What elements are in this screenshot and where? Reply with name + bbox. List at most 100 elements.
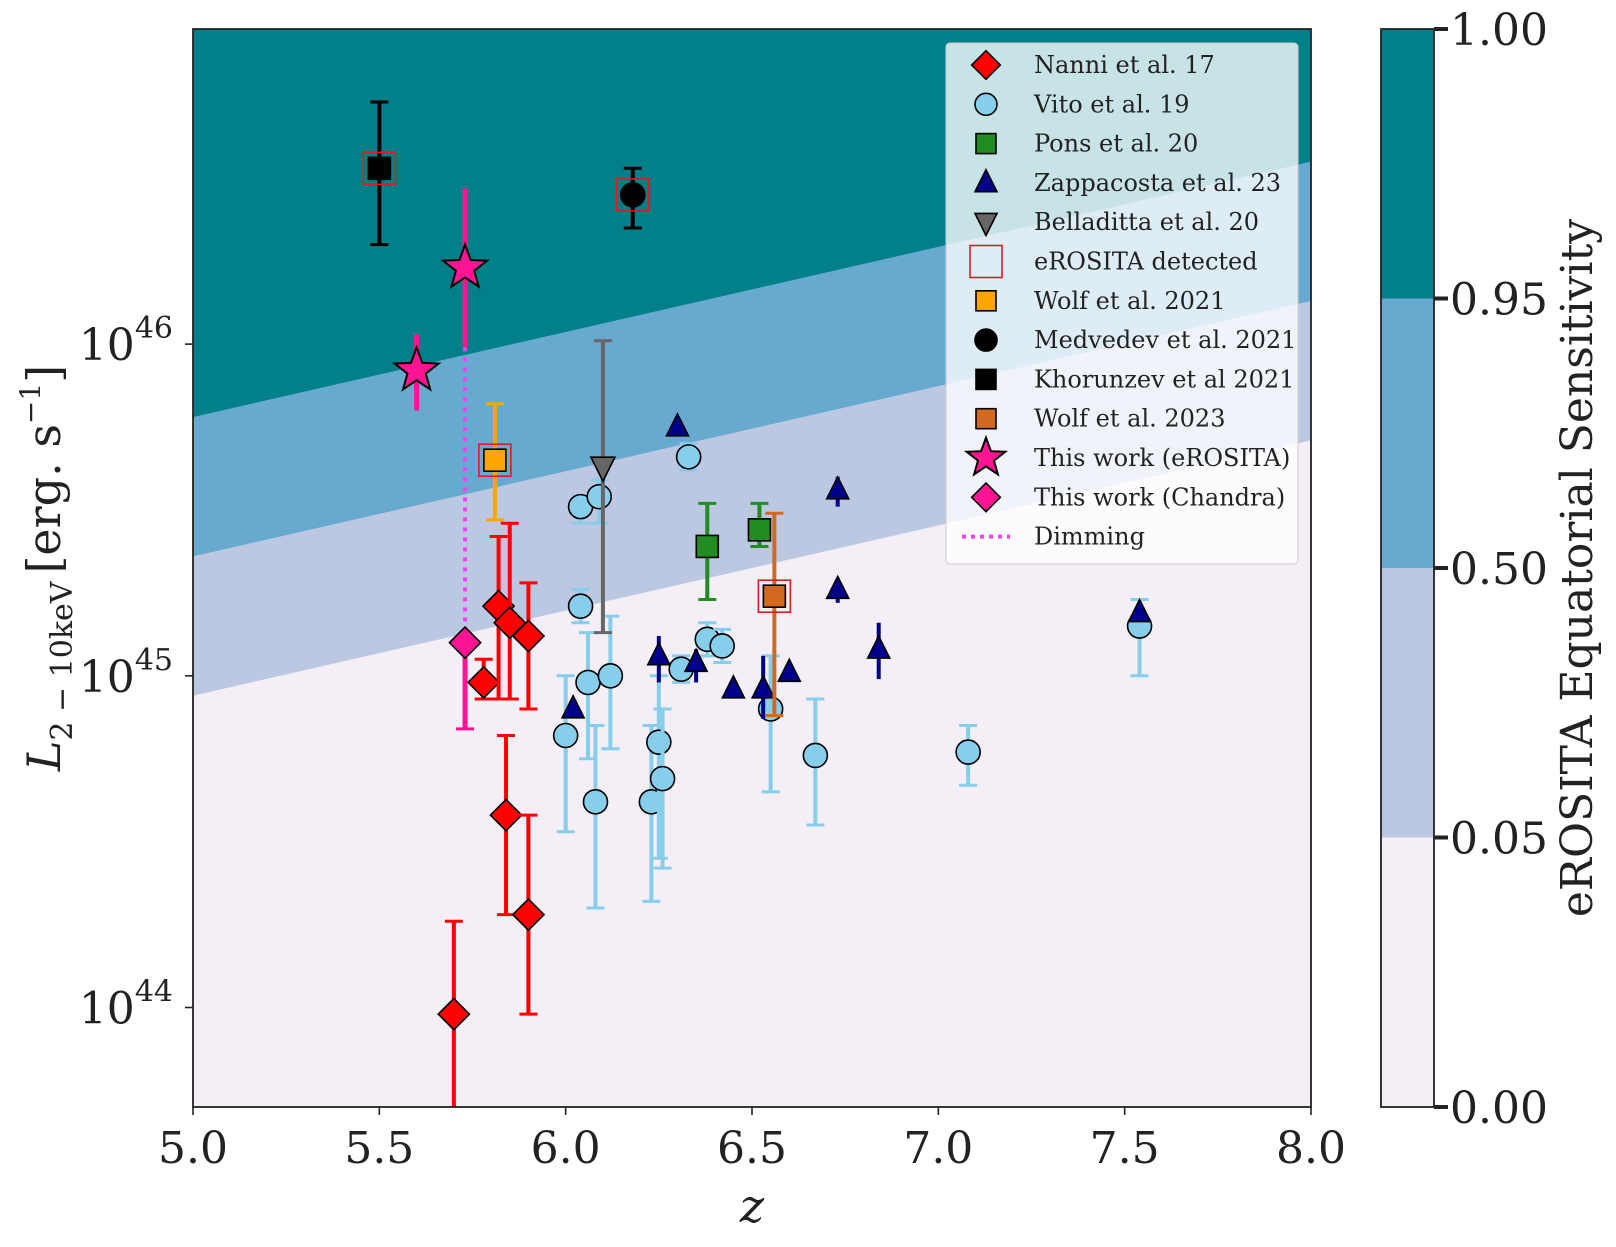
data-point bbox=[440, 241, 490, 289]
x-axis-label: z bbox=[739, 1179, 765, 1233]
colorbar-tick-label: 0.05 bbox=[1450, 814, 1548, 865]
legend-label: Zappacosta et al. 23 bbox=[1034, 169, 1281, 197]
data-point bbox=[575, 669, 601, 696]
data-point bbox=[466, 665, 501, 700]
legend-label: Wolf et al. 2021 bbox=[1034, 287, 1225, 315]
legend-label: Pons et al. 20 bbox=[1034, 130, 1198, 158]
x-tick-label: 6.5 bbox=[717, 1123, 787, 1174]
x-tick-label: 6.0 bbox=[531, 1123, 601, 1174]
series-this-work-erosita- bbox=[391, 188, 490, 411]
colorbar: 0.00 0.05 0.50 0.95 1.00 bbox=[1380, 5, 1548, 1134]
data-point bbox=[589, 456, 617, 484]
data-point bbox=[866, 634, 892, 659]
series-khorunzev-et-al-2021 bbox=[362, 100, 397, 247]
legend-entry: Medvedev et al. 2021 bbox=[974, 326, 1296, 354]
legend-marker bbox=[970, 481, 1002, 513]
y-tick-label: 1045 bbox=[79, 643, 173, 703]
legend-box bbox=[945, 42, 1299, 565]
x-tick-label: 7.5 bbox=[1090, 1123, 1160, 1174]
y-axis-ticks: 1044 1045 1046 bbox=[79, 311, 193, 1034]
legend-label: Vito et al. 19 bbox=[1033, 90, 1190, 118]
data-point bbox=[489, 798, 523, 832]
legend-entry: Wolf et al. 2021 bbox=[975, 287, 1225, 315]
data-point bbox=[567, 593, 594, 619]
legend-marker bbox=[975, 407, 997, 430]
legend-label: Medvedev et al. 2021 bbox=[1034, 326, 1296, 354]
legend-marker bbox=[963, 434, 1009, 477]
legend-marker bbox=[975, 289, 997, 312]
data-point bbox=[511, 619, 546, 653]
legend-label: Wolf et al. 2023 bbox=[1034, 405, 1225, 433]
colorbar-tick-label: 0.95 bbox=[1450, 275, 1548, 326]
legend-entry: Wolf et al. 2023 bbox=[975, 405, 1225, 433]
colorbar-tick-label: 1.00 bbox=[1450, 5, 1548, 56]
series-medvedev-et-al-2021 bbox=[615, 166, 650, 230]
legend-entry: Khorunzev et al 2021 bbox=[975, 365, 1294, 393]
x-axis-ticks: 5.0 5.5 6.0 6.5 7.0 7.5 8.0 bbox=[158, 1107, 1346, 1174]
legend-marker bbox=[969, 244, 1003, 279]
data-point bbox=[665, 412, 690, 437]
data-point bbox=[646, 729, 672, 755]
data-point bbox=[437, 997, 471, 1031]
colorbar-segment bbox=[1381, 837, 1434, 1107]
legend-marker bbox=[974, 92, 998, 117]
series-wolf-et-al-2023 bbox=[757, 511, 792, 718]
legend-label: This work (eROSITA) bbox=[1034, 444, 1290, 472]
legend-entry: Nanni et al. 17 bbox=[970, 49, 1215, 81]
legend-marker bbox=[975, 368, 997, 391]
legend-marker bbox=[970, 49, 1002, 81]
legend-label: eROSITA detected bbox=[1034, 248, 1258, 276]
erosita-detected-box bbox=[615, 178, 650, 212]
y-axis-label: L2 − 10keV[erg. s−1] bbox=[14, 365, 80, 772]
data-point bbox=[511, 897, 546, 932]
legend-entry: This work (Chandra) bbox=[970, 481, 1285, 513]
data-point bbox=[776, 657, 802, 683]
data-point bbox=[552, 722, 579, 749]
svg-text:L2 − 10keV[erg. s−1]: L2 − 10keV[erg. s−1] bbox=[14, 365, 80, 772]
y-tick-label: 1044 bbox=[79, 974, 173, 1034]
data-point bbox=[586, 483, 613, 510]
series-pons-et-al-20 bbox=[695, 501, 772, 602]
legend-entry: This work (eROSITA) bbox=[963, 434, 1290, 477]
legend-entry: Dimming bbox=[962, 523, 1145, 551]
data-point bbox=[646, 640, 672, 666]
x-tick-label: 5.0 bbox=[158, 1123, 228, 1174]
colorbar-segment bbox=[1381, 298, 1434, 568]
series-this-work-chandra- bbox=[448, 625, 482, 731]
data-point bbox=[597, 662, 624, 689]
data-point bbox=[582, 789, 609, 815]
x-tick-label: 5.5 bbox=[344, 1123, 414, 1174]
data-point bbox=[721, 674, 746, 699]
legend-label: Dimming bbox=[1034, 523, 1145, 551]
legend-entry: Vito et al. 19 bbox=[974, 90, 1190, 118]
erosita-detected-box bbox=[478, 443, 512, 478]
data-point bbox=[619, 182, 646, 208]
colorbar-segment bbox=[1381, 568, 1434, 838]
data-point bbox=[448, 625, 482, 660]
data-point bbox=[675, 444, 702, 470]
legend-entry: Pons et al. 20 bbox=[975, 130, 1198, 158]
data-point bbox=[483, 448, 507, 473]
colorbar-label: eROSITA Equatorial Sensitivity bbox=[1552, 219, 1603, 917]
colorbar-tick-label: 0.00 bbox=[1450, 1083, 1548, 1134]
data-point bbox=[709, 633, 735, 659]
data-point bbox=[649, 765, 676, 792]
legend-entry: eROSITA detected bbox=[969, 244, 1258, 279]
x-tick-label: 8.0 bbox=[1276, 1123, 1346, 1174]
data-point bbox=[695, 534, 720, 559]
data-point bbox=[750, 674, 776, 699]
data-points bbox=[362, 100, 1153, 1107]
legend-marker bbox=[973, 167, 999, 193]
data-point bbox=[1127, 597, 1152, 623]
legend: Nanni et al. 17 Vito et al. 19 Pons et al.… bbox=[945, 42, 1299, 565]
series-zappacosta-et-al-23 bbox=[560, 412, 1152, 719]
colorbar-tick-label: 0.50 bbox=[1450, 544, 1548, 595]
erosita-detected-box bbox=[757, 579, 792, 613]
data-point bbox=[825, 574, 851, 600]
data-point bbox=[955, 739, 981, 765]
legend-marker bbox=[973, 212, 999, 238]
data-point bbox=[802, 742, 829, 769]
series-nanni-et-al-17 bbox=[437, 521, 546, 1107]
legend-label: Belladitta et al. 20 bbox=[1034, 208, 1259, 236]
